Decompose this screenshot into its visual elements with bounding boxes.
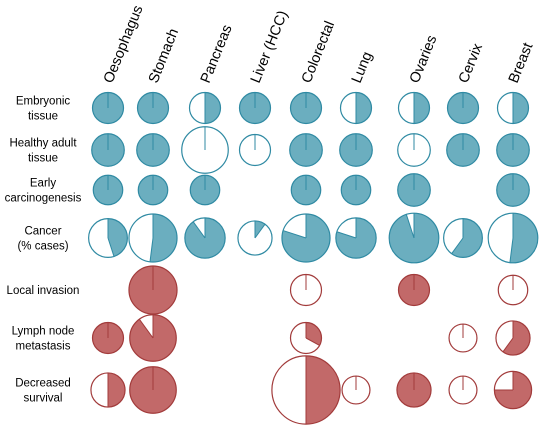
row-label-1-line-1: tissue — [28, 153, 58, 165]
pie-oesophagus-row-3 — [88, 218, 128, 258]
row-label-3-line-0: Cancer — [24, 226, 61, 238]
pie-colorectal-row-6 — [271, 355, 341, 425]
pie-breast-row-3 — [487, 212, 539, 264]
pie-pancreas-row-3 — [184, 217, 226, 259]
pie-edge-line — [254, 223, 266, 239]
pie-breast-row-6 — [493, 370, 533, 410]
pie-oesophagus-row-1 — [91, 133, 125, 167]
pie-lung-row-6 — [341, 375, 371, 405]
pie-liver-hcc-row-1 — [238, 133, 272, 167]
pie-edge-line — [451, 237, 464, 254]
pie-pancreas-row-0 — [188, 91, 222, 125]
pie-liver-hcc-row-0 — [238, 91, 272, 125]
column-header-colorectal: Colorectal — [299, 19, 338, 86]
pie-cervix-row-0 — [446, 91, 480, 125]
pie-slice — [356, 92, 372, 124]
pie-breast-row-1 — [496, 133, 530, 167]
pie-colorectal-row-0 — [289, 91, 323, 125]
pie-stomach-row-5 — [129, 314, 177, 362]
pie-oesophagus-row-6 — [90, 372, 126, 408]
pie-pancreas-row-1 — [181, 126, 229, 174]
row-label-3-line-1: (% cases) — [17, 241, 68, 253]
pie-slice — [149, 213, 177, 263]
pie-stomach-row-3 — [128, 213, 178, 263]
pie-slice — [502, 320, 531, 356]
pie-edge-line — [336, 231, 357, 239]
column-header-stomach: Stomach — [146, 26, 182, 85]
pie-ovaries-row-3 — [388, 212, 440, 264]
row-label-1-line-0: Healthy adult — [9, 138, 77, 150]
pie-oesophagus-row-0 — [91, 91, 125, 125]
pie-stomach-row-6 — [129, 366, 177, 414]
column-header-liver-hcc: Liver (HCC) — [248, 9, 292, 86]
pie-cervix-row-6 — [448, 375, 478, 405]
pie-edge-line — [192, 221, 206, 239]
pie-breast-row-0 — [496, 91, 530, 125]
pie-lung-row-2 — [340, 174, 372, 206]
pie-oesophagus-row-2 — [92, 174, 124, 206]
pie-stomach-row-0 — [136, 91, 170, 125]
pie-lung-row-3 — [335, 217, 377, 259]
pie-slice — [108, 372, 126, 408]
row-label-5-line-0: Lymph node — [12, 326, 75, 338]
pie-stomach-row-1 — [136, 133, 170, 167]
pie-edge-line — [149, 237, 154, 262]
row-label-0-line-0: Embryonic — [16, 96, 71, 108]
pie-slice — [414, 92, 430, 124]
pie-breast-row-5 — [495, 320, 531, 356]
pie-slice — [306, 355, 341, 425]
pie-ovaries-row-6 — [396, 372, 432, 408]
pie-breast-row-2 — [496, 173, 530, 207]
row-label-6-line-1: survival — [24, 393, 63, 405]
pie-slice — [509, 213, 538, 263]
pie-lung-row-1 — [339, 133, 373, 167]
row-label-5-line-1: metastasis — [16, 341, 71, 353]
pie-colorectal-row-1 — [289, 133, 323, 167]
pie-lung-row-0 — [339, 91, 373, 125]
row-label-4-line-0: Local invasion — [7, 285, 80, 297]
pie-colorectal-row-4 — [289, 273, 323, 307]
pie-stomach-row-2 — [137, 174, 169, 206]
column-header-lung: Lung — [349, 50, 376, 86]
pie-edge-line — [107, 237, 115, 257]
pie-slice — [205, 92, 221, 124]
pie-breast-row-4 — [497, 274, 529, 306]
column-header-pancreas: Pancreas — [198, 23, 236, 86]
row-label-6-line-0: Decreased — [15, 378, 71, 390]
pie-ovaries-row-1 — [397, 133, 431, 167]
column-header-ovaries: Ovaries — [407, 33, 441, 85]
pie-edge-line — [305, 337, 320, 346]
pie-ovaries-row-4 — [397, 273, 431, 307]
pie-cervix-row-3 — [443, 218, 483, 258]
pie-edge-line — [405, 214, 415, 239]
row-label-0-line-1: tissue — [28, 111, 58, 123]
pie-ovaries-row-0 — [397, 91, 431, 125]
pie-liver-hcc-row-3 — [237, 220, 273, 256]
pie-oesophagus-row-5 — [91, 321, 125, 355]
pie-edge-line — [138, 318, 154, 339]
pie-colorectal-row-2 — [290, 174, 322, 206]
row-label-2-line-0: Early — [30, 178, 56, 190]
pie-cervix-row-1 — [446, 133, 480, 167]
column-header-oesophagus: Oesophagus — [101, 3, 147, 85]
pie-pancreas-row-2 — [189, 174, 221, 206]
column-header-cervix: Cervix — [456, 41, 487, 86]
pie-edge-line — [509, 237, 514, 263]
pie-edge-line — [502, 337, 514, 353]
pie-colorectal-row-5 — [289, 321, 323, 355]
pie-slice — [513, 92, 529, 124]
pie-colorectal-row-3 — [281, 213, 331, 263]
pie-slice — [451, 218, 483, 258]
row-label-2-line-1: carcinogenesis — [5, 193, 82, 205]
pie-ovaries-row-2 — [397, 173, 431, 207]
column-header-breast: Breast — [506, 41, 537, 86]
pie-cervix-row-5 — [448, 323, 478, 353]
pie-edge-line — [282, 230, 307, 239]
pie-stomach-row-4 — [128, 265, 178, 315]
pie-slice — [108, 218, 128, 257]
